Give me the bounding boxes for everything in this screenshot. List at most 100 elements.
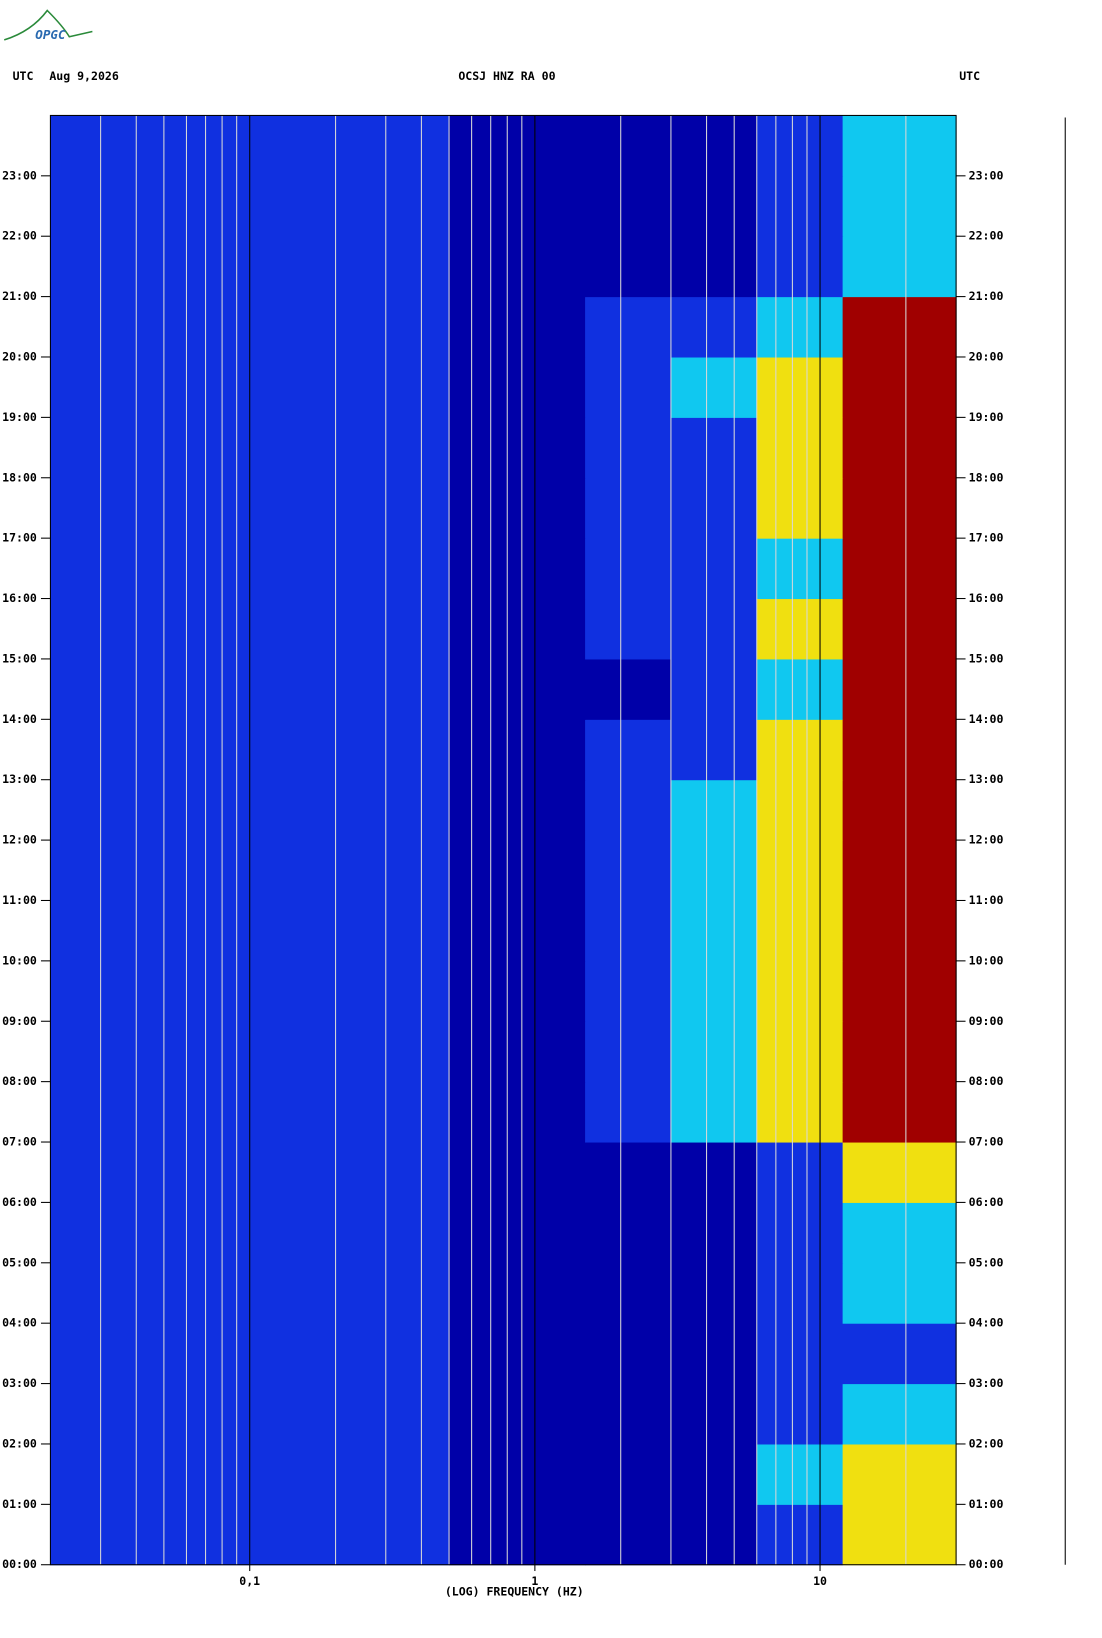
heatmap-cell <box>756 1142 844 1203</box>
heatmap-cell <box>670 1323 758 1385</box>
heatmap-cell <box>842 1383 957 1445</box>
heatmap-cell <box>842 296 957 358</box>
y-tick-label-right: 17:00 <box>969 531 1004 545</box>
heatmap-cell <box>249 356 450 418</box>
heatmap-cell <box>249 598 450 660</box>
heatmap-cell <box>670 719 758 781</box>
heatmap-cell <box>449 1081 586 1143</box>
heatmap-cell <box>842 1081 957 1143</box>
y-tick-label-left: 18:00 <box>2 470 37 484</box>
y-tick-label-right: 13:00 <box>969 772 1004 786</box>
heatmap-cell <box>670 960 758 1022</box>
y-tick-label-left: 05:00 <box>2 1255 37 1269</box>
heatmap-cell <box>585 175 672 237</box>
y-tick-label-right: 12:00 <box>969 833 1004 847</box>
heatmap-cell <box>449 658 586 720</box>
heatmap-cell <box>842 658 957 720</box>
heatmap-cell <box>756 175 844 237</box>
heatmap-cell <box>249 1021 450 1083</box>
heatmap-cell <box>842 1262 957 1324</box>
heatmap-cell <box>585 115 672 177</box>
heatmap-cell <box>249 900 450 962</box>
heatmap-cell <box>50 1504 251 1566</box>
heatmap-cell <box>249 1323 450 1385</box>
y-tick-label-right: 05:00 <box>969 1255 1004 1269</box>
heatmap-cell <box>50 840 251 902</box>
y-tick-label-right: 01:00 <box>969 1497 1004 1511</box>
heatmap-cell <box>842 960 957 1022</box>
y-tick-label-left: 10:00 <box>2 953 37 967</box>
y-tick-label-right: 10:00 <box>969 953 1004 967</box>
heatmap-cell <box>670 1142 758 1203</box>
y-tick-label-right: 16:00 <box>969 591 1004 605</box>
heatmap-cell <box>842 779 957 841</box>
y-tick-label-left: 02:00 <box>2 1436 37 1450</box>
heatmap <box>50 115 957 1566</box>
y-tick-label-right: 08:00 <box>969 1074 1004 1088</box>
heatmap-cell <box>842 900 957 962</box>
heatmap-cell <box>585 296 672 358</box>
y-tick-label-left: 01:00 <box>2 1497 37 1511</box>
heatmap-cell <box>842 1504 957 1566</box>
heatmap-cell <box>670 1443 758 1505</box>
heatmap-cell <box>449 1021 586 1083</box>
heatmap-cell <box>670 1504 758 1566</box>
heatmap-cell <box>50 236 251 298</box>
heatmap-cell <box>756 1202 844 1264</box>
y-tick-label-right: 11:00 <box>969 893 1004 907</box>
heatmap-cell <box>249 236 450 298</box>
heatmap-cell <box>670 477 758 539</box>
heatmap-cell <box>449 900 586 962</box>
heatmap-cell <box>449 1202 586 1264</box>
heatmap-cell <box>756 417 844 479</box>
heatmap-cell <box>756 1504 844 1566</box>
heatmap-cell <box>50 1021 251 1083</box>
heatmap-cell <box>585 1383 672 1445</box>
heatmap-cell <box>50 296 251 358</box>
axes: 0,1 1 10 00:00 00:00 01:00 01:00 02:00 02:00 03:0… <box>2 114 1004 1588</box>
heatmap-cell <box>449 175 586 237</box>
y-tick-label-left: 23:00 <box>2 168 37 182</box>
heatmap-cell <box>449 1142 586 1203</box>
y-tick-label-right: 07:00 <box>969 1135 1004 1149</box>
heatmap-cell <box>670 175 758 237</box>
heatmap-cell <box>249 658 450 720</box>
heatmap-cell <box>449 296 586 358</box>
heatmap-cell <box>449 779 586 841</box>
heatmap-cell <box>249 115 450 177</box>
heatmap-cell <box>585 598 672 660</box>
heatmap-cell <box>585 1504 672 1566</box>
heatmap-cell <box>249 477 450 539</box>
heatmap-cell <box>670 1383 758 1445</box>
heatmap-cell <box>842 719 957 781</box>
heatmap-cell <box>585 840 672 902</box>
heatmap-cell <box>249 1443 450 1505</box>
heatmap-cell <box>756 1443 844 1505</box>
heatmap-cell <box>842 477 957 539</box>
heatmap-cell <box>842 1323 957 1385</box>
heatmap-cell <box>670 356 758 418</box>
heatmap-cell <box>249 417 450 479</box>
y-tick-label-right: 18:00 <box>969 470 1004 484</box>
y-tick-label-left: 17:00 <box>2 531 37 545</box>
date: Aug 9,2026 <box>49 69 118 83</box>
y-tick-label-left: 09:00 <box>2 1014 37 1028</box>
heatmap-cell <box>670 779 758 841</box>
heatmap-cell <box>50 900 251 962</box>
heatmap-cell <box>449 719 586 781</box>
heatmap-cell <box>449 1443 586 1505</box>
heatmap-cell <box>50 477 251 539</box>
heatmap-cell <box>50 115 251 177</box>
heatmap-cell <box>585 417 672 479</box>
x-tick-label: 1 <box>531 1574 538 1588</box>
y-tick-label-right: 20:00 <box>969 349 1004 363</box>
heatmap-cell <box>756 1262 844 1324</box>
left-header: UTC <box>13 69 34 83</box>
heatmap-cell <box>50 1262 251 1324</box>
heatmap-cell <box>670 417 758 479</box>
y-tick-label-left: 04:00 <box>2 1316 37 1330</box>
y-tick-label-left: 16:00 <box>2 591 37 605</box>
heatmap-cell <box>756 840 844 902</box>
heatmap-cell <box>249 779 450 841</box>
